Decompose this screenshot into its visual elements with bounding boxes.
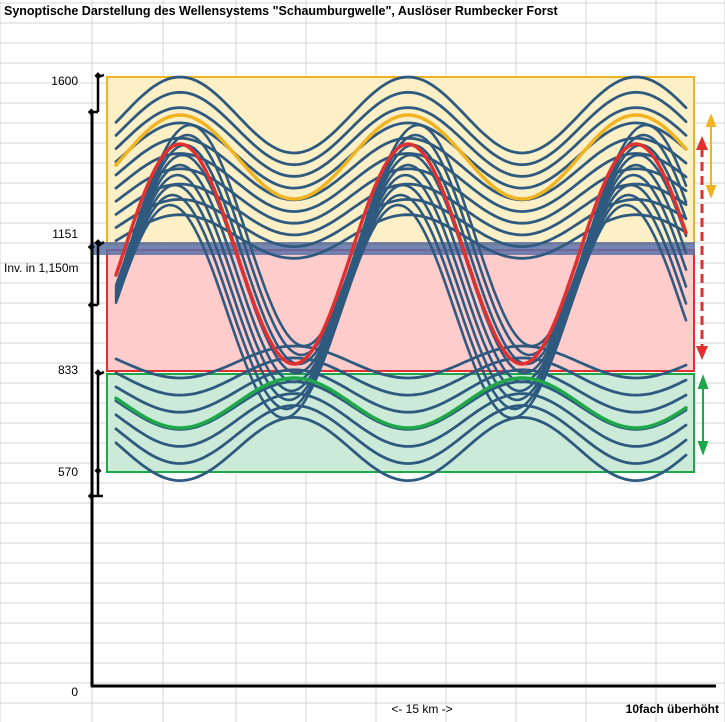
y-label-inversion: Inv. in 1,150m: [4, 261, 78, 275]
x-distance-label: <- 15 km ->: [391, 702, 452, 716]
y-label-1600: 1600: [51, 74, 78, 88]
level-marker-dots: [87, 72, 102, 500]
exaggeration-note: 10fach überhöht: [626, 702, 719, 716]
upper-wave-line: [114, 90, 688, 167]
y-label-1151: 1151: [52, 227, 78, 241]
level-markers: [93, 73, 105, 498]
upper-wave-line: [114, 75, 688, 155]
y-label-833: 833: [58, 363, 78, 377]
lower-wave-line: [114, 392, 688, 448]
middle-amplitude-arrow: [696, 136, 708, 360]
middle-wave-line: [114, 123, 688, 348]
upper-amplitude-arrow: [705, 113, 717, 199]
highlighted-wave-lines: [114, 113, 688, 430]
y-label-570: 570: [58, 465, 78, 479]
upper-wave-line: [114, 106, 688, 178]
y-label-zero: 0: [71, 685, 78, 699]
upper-highlight-wave: [114, 113, 688, 201]
lower-wave-line: [114, 344, 688, 380]
lower-wave-line: [114, 415, 688, 483]
middle-wave-line: [114, 203, 688, 420]
middle-wave-lines: [114, 123, 688, 420]
lower-highlight-wave: [114, 376, 688, 430]
middle-highlight-wave: [114, 142, 688, 366]
lower-wave-line: [114, 404, 688, 465]
inversion-band: [93, 242, 695, 255]
upper-wave-line: [114, 152, 688, 213]
lower-amplitude-arrow: [697, 374, 709, 456]
middle-layer-box: [106, 249, 695, 372]
lower-wave-line: [114, 356, 688, 397]
chart-title: Synoptische Darstellung des Wellensystem…: [4, 4, 558, 18]
lower-wave-line: [114, 368, 688, 414]
